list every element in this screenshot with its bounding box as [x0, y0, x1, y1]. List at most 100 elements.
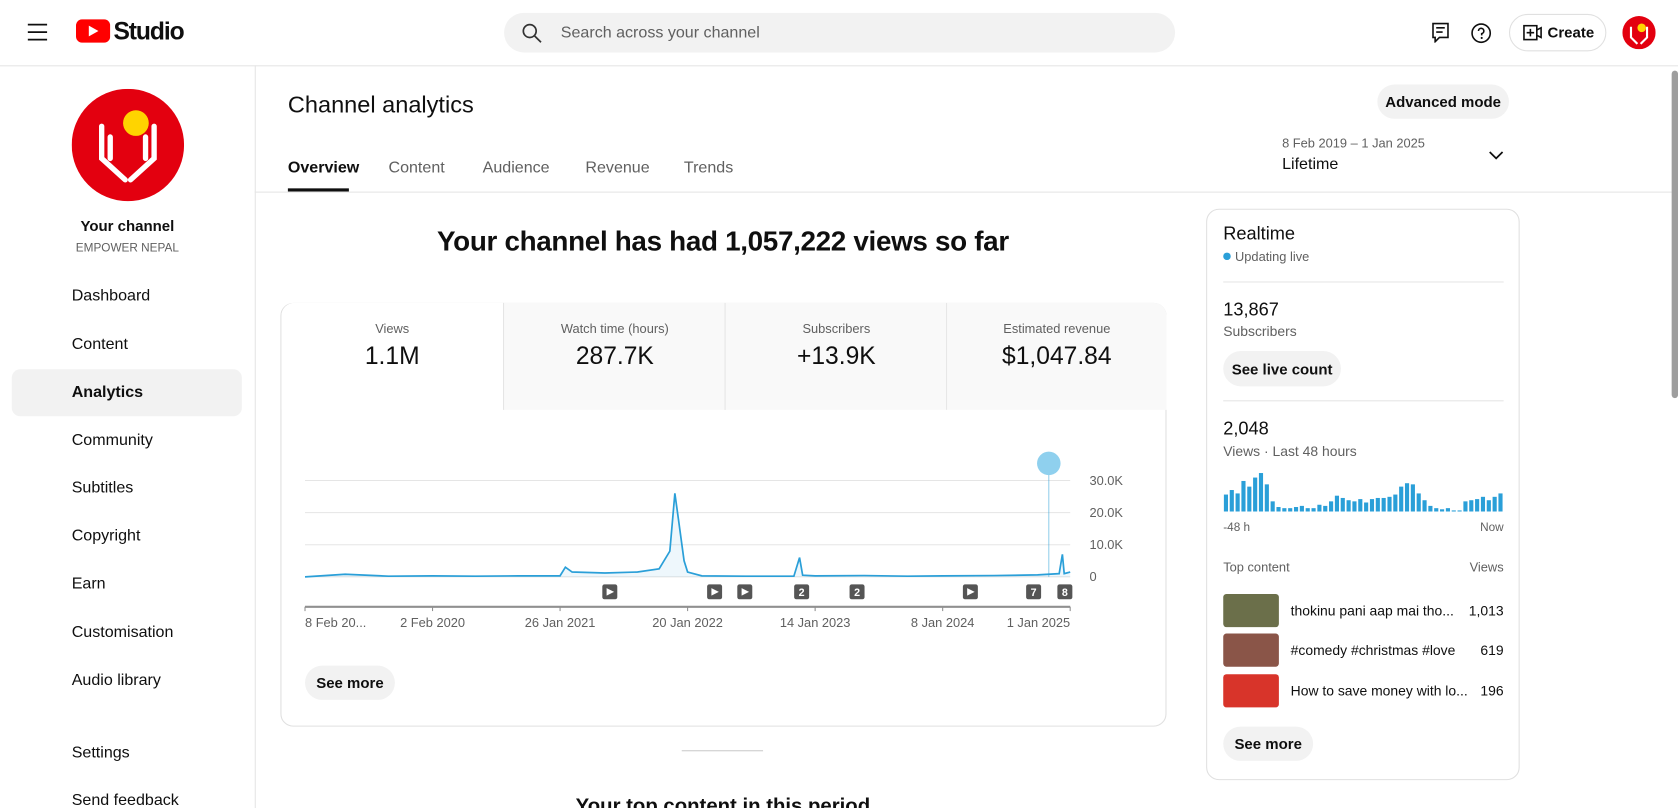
realtime-see-more[interactable]: See more [1223, 726, 1314, 761]
x-tick-label: 20 Jan 2022 [652, 615, 723, 630]
video-group-marker[interactable] [794, 584, 810, 600]
realtime-bar [1264, 484, 1269, 512]
realtime-bar [1223, 494, 1229, 512]
thumbnail[interactable] [1223, 633, 1279, 667]
top-bar [0, 0, 1678, 67]
nav-label: Customisation [71, 622, 174, 642]
nav-item[interactable]: Analytics [11, 369, 242, 417]
tab[interactable]: Content [388, 158, 445, 177]
realtime-bar [1480, 496, 1486, 512]
nav-label: Settings [71, 743, 130, 762]
video-title[interactable]: thokinu pani aap mai tho... [1290, 602, 1454, 619]
metric-tab[interactable]: Estimated revenue $1,047.84 [946, 302, 1167, 410]
realtime-bar [1229, 490, 1234, 512]
nav-item[interactable]: Copyright [12, 513, 242, 560]
search-box[interactable]: Search across your channel [504, 12, 1176, 53]
realtime-bar [1492, 496, 1497, 512]
feedback-icon[interactable] [1431, 22, 1450, 43]
play-glyph [967, 588, 975, 596]
realtime-bar [1253, 477, 1258, 512]
nav-item[interactable]: Audio library [12, 657, 242, 704]
top-content-label: Top content [1223, 559, 1290, 575]
marker-count: 2 [854, 587, 860, 599]
realtime-bar [1486, 500, 1491, 512]
nav-item[interactable]: Earn [12, 561, 242, 608]
thumbnail[interactable] [1223, 674, 1279, 708]
advanced-mode-button[interactable]: Advanced mode [1377, 84, 1509, 119]
realtime-bar [1451, 510, 1456, 512]
nav-item[interactable]: Subtitles [12, 464, 242, 511]
x-tick-label: 8 Jan 2024 [911, 615, 974, 630]
views-column: Views [1469, 559, 1504, 575]
realtime-bar [1258, 473, 1264, 512]
x-tick-label: 1 Jan 2025 [1007, 615, 1070, 630]
realtime-bar [1381, 497, 1386, 512]
period[interactable]: Lifetime [1282, 155, 1339, 174]
play-glyph [711, 588, 719, 596]
realtime-bar [1334, 495, 1339, 512]
period-dropdown[interactable] [1489, 151, 1504, 161]
video-title[interactable]: How to save money with lo... [1290, 682, 1468, 699]
create-label: Create [1547, 23, 1595, 41]
logo-icon[interactable] [75, 19, 111, 43]
menu-button[interactable] [27, 22, 48, 41]
tab-underline [287, 188, 349, 192]
metric-label: Watch time (hours) [560, 321, 669, 337]
realtime-views-label: Views · Last 48 hours [1223, 443, 1357, 460]
separator [1223, 400, 1504, 402]
realtime-views: 2,048 [1223, 418, 1269, 439]
tab[interactable]: Revenue [585, 158, 650, 177]
metric-tab[interactable]: Subscribers +13.9K [724, 302, 948, 410]
channel-avatar[interactable] [71, 88, 185, 202]
video-group-marker[interactable] [1057, 584, 1073, 600]
nav-label: Content [71, 334, 128, 354]
realtime-bar [1352, 501, 1357, 512]
marker-count: 2 [799, 587, 805, 599]
tab[interactable]: Audience [482, 158, 550, 177]
account-avatar[interactable] [1622, 16, 1656, 50]
metric-value: +13.9K [796, 341, 876, 370]
realtime-bar [1235, 493, 1240, 512]
logo-text[interactable]: Studio [113, 17, 184, 45]
metric-tab[interactable]: Views 1.1M [281, 302, 503, 410]
realtime-bar [1358, 499, 1363, 512]
create-button[interactable]: Create [1508, 13, 1607, 52]
live-count-button[interactable]: See live count [1223, 351, 1341, 387]
scrollbar[interactable] [1671, 70, 1678, 399]
play-glyph [741, 588, 750, 596]
nav-label: Analytics [71, 383, 144, 402]
nav-item[interactable]: Community [12, 417, 242, 464]
milestone-icon[interactable] [1037, 451, 1061, 476]
realtime-bar [1311, 508, 1316, 512]
realtime-end: Now [1480, 521, 1504, 535]
realtime-bar [1498, 493, 1503, 512]
nav-item[interactable]: Settings [12, 730, 242, 777]
realtime-bar [1387, 496, 1392, 512]
metric-label: Subscribers [802, 321, 871, 337]
realtime-bar [1364, 502, 1369, 512]
realtime-bar [1469, 500, 1474, 512]
nav-item[interactable]: Content [12, 321, 242, 368]
metric-tab[interactable]: Watch time (hours) 287.7K [502, 302, 726, 410]
nav-item[interactable]: Send feedback [12, 777, 242, 808]
tab[interactable]: Trends [683, 158, 734, 177]
see-more-button[interactable]: See more [305, 665, 395, 700]
create-icon [1523, 24, 1542, 41]
video-group-marker[interactable] [849, 584, 865, 600]
date-range[interactable]: 8 Feb 2019 – 1 Jan 2025 [1282, 135, 1425, 151]
nav-label: Earn [71, 574, 106, 593]
video-group-marker[interactable] [1026, 584, 1042, 600]
tab[interactable]: Overview [287, 158, 360, 177]
nav-label: Dashboard [71, 286, 151, 306]
metric-label: Views [375, 321, 410, 337]
y-tick-label: 20.0K [1089, 505, 1123, 520]
nav-item[interactable]: Customisation [12, 609, 242, 656]
help-icon[interactable] [1470, 22, 1492, 44]
nav-item[interactable]: Dashboard [12, 273, 242, 320]
realtime-bar [1270, 501, 1275, 512]
video-title[interactable]: #comedy #christmas #love [1290, 642, 1456, 659]
realtime-bar [1422, 500, 1427, 512]
realtime-bar [1282, 508, 1287, 512]
thumbnail[interactable] [1223, 593, 1279, 628]
